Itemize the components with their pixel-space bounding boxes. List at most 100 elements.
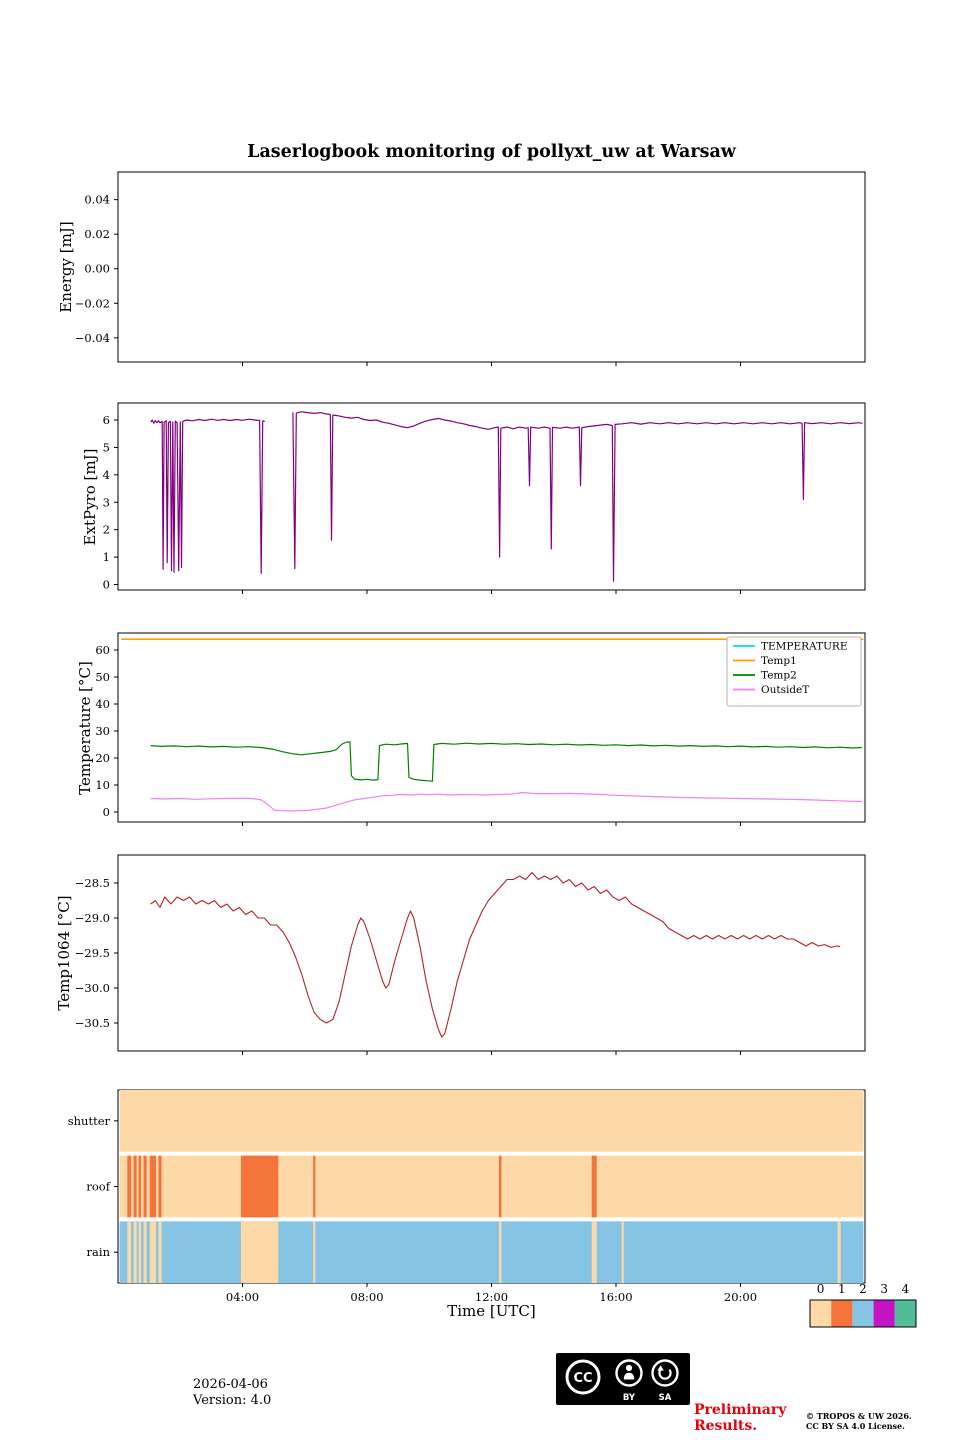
y-tick-label-energy: 0.04 (84, 193, 110, 207)
y-tick-label-extpyro: 0 (103, 578, 110, 592)
status-segment-rain (240, 1221, 279, 1283)
status-row-shutter (119, 1090, 864, 1152)
y-tick-label-energy: −0.02 (75, 296, 110, 310)
status-segment-rain (127, 1221, 132, 1283)
status-segment-rain (498, 1221, 502, 1283)
share-alike-icon (651, 1359, 679, 1387)
status-segment-rain (158, 1221, 162, 1283)
series-Temp2 (150, 741, 862, 782)
status-segment-roof (498, 1155, 502, 1218)
share-alike-arrow-icon (658, 1368, 672, 1380)
y-tick-label-temp1064: −30.0 (75, 981, 110, 995)
preliminary-line1: Preliminary (694, 1402, 787, 1418)
preliminary-line2: Results. (694, 1418, 758, 1434)
status-row-label-roof: roof (86, 1180, 110, 1194)
colorbar-segment-1 (831, 1300, 853, 1327)
cc-logo-text: CC (573, 1371, 592, 1386)
legend-box (726, 636, 862, 707)
colorbar-tick-label-0: 0 (817, 1282, 825, 1296)
y-tick-label-extpyro: 2 (103, 523, 110, 537)
preliminary-note: Preliminary Results. (694, 1402, 786, 1434)
legend-label-Temp1: Temp1 (761, 655, 797, 667)
status-segment-roof (138, 1155, 142, 1218)
chart-title: Laserlogbook monitoring of pollyxt_uw at… (247, 142, 736, 162)
x-tick-label: 12:00 (475, 1290, 508, 1304)
y-tick-label-temperature: 10 (95, 778, 110, 792)
colorbar-segment-3 (873, 1300, 895, 1327)
y-tick-label-temperature: 40 (95, 697, 110, 711)
plot-frame-extpyro (117, 402, 866, 591)
xlabel-time-utc: Time [UTC] (447, 1302, 536, 1320)
legend-label-OutsideT: OutsideT (761, 684, 809, 696)
share-alike-arrowhead-icon (657, 1365, 664, 1371)
legend-label-Temp2: Temp2 (761, 670, 797, 682)
y-tick-label-energy: 0.00 (84, 262, 110, 276)
status-segment-rain (133, 1221, 137, 1283)
status-segment-rain (837, 1221, 841, 1283)
status-segment-rain (143, 1221, 147, 1283)
colorbar-segment-4 (894, 1300, 916, 1327)
colorbar-tick-label-4: 4 (902, 1282, 910, 1296)
colorbar-segment-2 (852, 1300, 874, 1327)
footer-date: 2026-04-06 (193, 1377, 268, 1392)
y-tick-label-temp1064: −29.0 (75, 911, 110, 925)
y-tick-label-extpyro: 6 (103, 413, 110, 427)
footer-version: Version: 4.0 (193, 1393, 272, 1408)
y-tick-label-temperature: 0 (103, 805, 110, 819)
y-tick-label-extpyro: 5 (103, 440, 110, 454)
attribution-person-body-icon (623, 1372, 635, 1380)
status-segment-rain (138, 1221, 142, 1283)
y-tick-label-energy: 0.02 (84, 227, 110, 241)
y-tick-label-temp1064: −28.5 (75, 876, 110, 890)
status-segment-roof (313, 1155, 316, 1218)
cc-sa-label: SA (659, 1393, 672, 1403)
y-tick-label-extpyro: 3 (103, 495, 110, 509)
x-tick-label: 08:00 (350, 1290, 383, 1304)
plot-frame-energy (117, 171, 866, 363)
y-tick-label-extpyro: 1 (103, 550, 110, 564)
status-row-label-rain: rain (87, 1245, 111, 1259)
colorbar-frame (809, 1299, 917, 1328)
attribution-person-icon (625, 1364, 633, 1372)
status-row-label-shutter: shutter (68, 1114, 111, 1128)
status-segment-roof (143, 1155, 147, 1218)
copyright-line2: CC BY SA 4.0 License. (806, 1420, 905, 1431)
y-tick-label-temp1064: −29.5 (75, 946, 110, 960)
copyright-note: © TROPOS & UW 2026. CC BY SA 4.0 License… (806, 1411, 912, 1431)
status-segment-roof (133, 1155, 137, 1218)
x-tick-label: 16:00 (599, 1290, 632, 1304)
series-OutsideT (150, 792, 862, 812)
status-row-rain (119, 1221, 864, 1283)
y-tick-label-temperature: 50 (95, 670, 110, 684)
colorbar-tick-label-1: 1 (838, 1282, 846, 1296)
status-row-roof (119, 1155, 864, 1218)
status-segment-roof (127, 1155, 132, 1218)
status-segment-roof (591, 1155, 597, 1218)
cc-license-badge: CC BY SA (556, 1353, 690, 1405)
legend-label-TEMPERATURE: TEMPERATURE (761, 641, 848, 653)
colorbar-segment-0 (810, 1300, 832, 1327)
series-Temp1064 (150, 871, 841, 1038)
status-segment-rain (149, 1221, 156, 1283)
colorbar-tick-label-2: 2 (859, 1282, 867, 1296)
copyright-line1: © TROPOS & UW 2026. (806, 1411, 912, 1421)
status-segment-roof (149, 1155, 156, 1218)
y-tick-label-temp1064: −30.5 (75, 1016, 110, 1030)
status-segment-roof (158, 1155, 162, 1218)
status-segment-roof (240, 1155, 279, 1218)
y-tick-label-temperature: 60 (95, 643, 110, 657)
plot-frame-temp1064 (117, 854, 866, 1052)
plots-canvas: 0.040.020.00−0.02−0.04012345601020304050… (68, 171, 917, 1328)
series-ExtPyro (150, 411, 863, 582)
y-tick-label-temperature: 30 (95, 724, 110, 738)
x-tick-label: 04:00 (226, 1290, 259, 1304)
colorbar-tick-label-3: 3 (880, 1282, 888, 1296)
cc-by-label: BY (623, 1393, 636, 1403)
y-tick-label-temperature: 20 (95, 751, 110, 765)
y-tick-label-energy: −0.04 (75, 331, 110, 345)
attribution-icon (615, 1359, 643, 1387)
y-tick-label-extpyro: 4 (103, 468, 110, 482)
cc-logo-icon (565, 1359, 601, 1395)
status-segment-rain (591, 1221, 597, 1283)
